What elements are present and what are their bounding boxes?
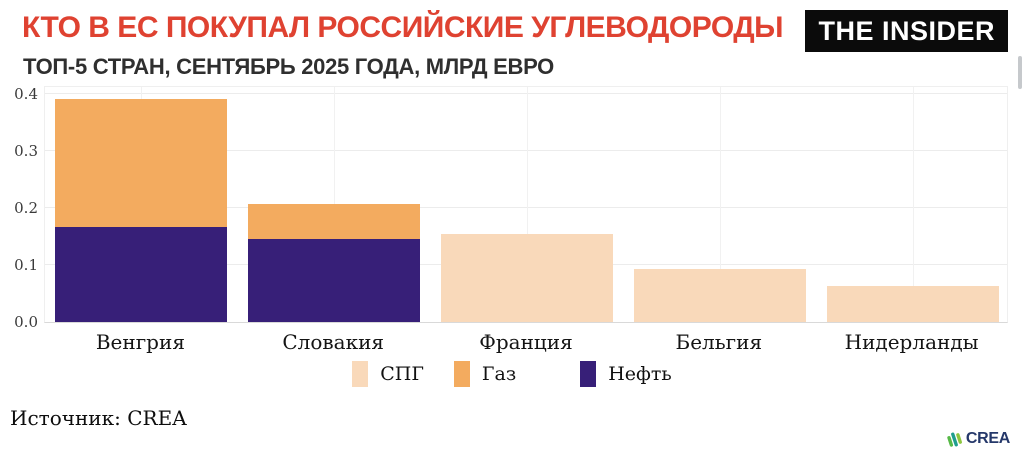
crea-logo-text: CREA: [965, 430, 1010, 447]
x-axis-label: Словакия: [282, 330, 385, 354]
stacked-bar-Словакия: [248, 204, 421, 322]
bar-segment-Газ: [55, 98, 228, 227]
legend-label: Нефть: [608, 363, 672, 385]
x-axis-label: Бельгия: [675, 330, 763, 354]
bar-segment-Нефть: [55, 226, 228, 322]
legend-swatch: [453, 361, 470, 387]
stacked-bar-Нидерланды: [826, 286, 999, 322]
gridline-vertical: [719, 87, 721, 322]
vertical-scrollbar-thumb[interactable]: [1018, 56, 1022, 89]
chart-subtitle: ТОП-5 СТРАН, СЕНТЯБРЬ 2025 ГОДА, МЛРД ЕВ…: [23, 54, 554, 79]
category-slot: [238, 87, 431, 322]
y-axis-tick-label: 0.4: [14, 85, 38, 103]
stacked-bar-Венгрия: [55, 98, 228, 322]
bar-segment-Газ: [248, 204, 421, 239]
category-slot: [816, 87, 1009, 322]
the-insider-logo-text: THE INSIDER: [818, 15, 995, 46]
stacked-bar-Бельгия: [633, 269, 806, 322]
y-axis-tick-label: 0.3: [14, 142, 38, 160]
category-slot: [431, 87, 624, 322]
x-axis-label: Нидерланды: [844, 330, 979, 354]
bar-segment-СПГ: [440, 234, 613, 322]
bar-segment-Нефть: [248, 238, 421, 322]
legend-item-СПГ: СПГ: [352, 361, 424, 387]
legend-label: СПГ: [380, 363, 424, 385]
category-slot: [45, 87, 238, 322]
category-slot: [623, 87, 816, 322]
gridline-horizontal: [45, 207, 1007, 208]
source-caption: Источник: CREA: [10, 406, 187, 430]
gridline-vertical: [912, 87, 914, 322]
x-axis-label: Франция: [479, 330, 573, 354]
gridline-horizontal: [45, 93, 1007, 94]
gridline-horizontal: [45, 150, 1007, 151]
bar-segment-СПГ: [633, 269, 806, 322]
the-insider-logo: THE INSIDER: [805, 10, 1008, 52]
y-axis-tick-label: 0.0: [14, 313, 38, 331]
crea-leaf-icon: [947, 432, 962, 447]
stacked-bar-Франция: [440, 234, 613, 322]
y-axis-tick-label: 0.1: [14, 256, 38, 274]
x-axis-label: Венгрия: [95, 330, 185, 354]
chart-title: КТО В ЕС ПОКУПАЛ РОССИЙСКИЕ УГЛЕВОДОРОДЫ: [22, 11, 784, 44]
legend-label: Газ: [481, 363, 517, 385]
gridline-vertical: [526, 87, 528, 322]
legend-swatch: [352, 361, 369, 387]
bar-segment-СПГ: [826, 286, 999, 322]
legend-item-Нефть: Нефть: [580, 361, 672, 387]
y-axis-tick-label: 0.2: [14, 199, 38, 217]
legend-swatch: [580, 361, 597, 387]
chart-legend: СПГ Газ Нефть: [0, 361, 1024, 387]
legend-item-Газ: Газ: [453, 361, 517, 387]
crea-logo: CREA: [946, 430, 1010, 448]
plot-area: [44, 86, 1008, 323]
x-axis-labels: Венгрия Словакия Франция Бельгия Нидерланды: [44, 330, 1008, 356]
